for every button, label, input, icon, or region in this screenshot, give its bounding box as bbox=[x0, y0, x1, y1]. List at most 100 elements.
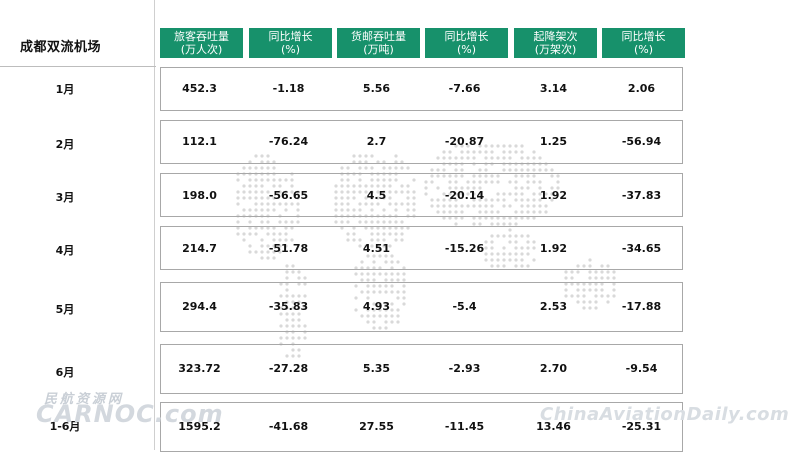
map-dot bbox=[508, 168, 512, 172]
map-dot bbox=[266, 190, 270, 194]
map-dot bbox=[358, 178, 362, 182]
map-dot bbox=[466, 180, 470, 184]
map-dot bbox=[242, 184, 246, 188]
cell-movements: 3.14 bbox=[539, 82, 568, 95]
map-dot bbox=[436, 198, 440, 202]
map-dot bbox=[376, 190, 380, 194]
map-dot bbox=[382, 244, 386, 248]
map-dot bbox=[364, 184, 368, 188]
map-dot bbox=[490, 198, 494, 202]
map-dot bbox=[346, 190, 350, 194]
carnoc-watermark-label: 民航资源网 bbox=[44, 392, 125, 407]
map-dot bbox=[358, 190, 362, 194]
header-line1: 货邮吞吐量 bbox=[351, 30, 406, 43]
map-dot bbox=[564, 276, 568, 280]
map-dot bbox=[442, 150, 446, 154]
map-dot bbox=[406, 202, 410, 206]
map-dot bbox=[454, 186, 458, 190]
map-dot bbox=[490, 252, 494, 256]
map-dot bbox=[538, 168, 542, 172]
map-dot bbox=[360, 278, 364, 282]
map-dot bbox=[346, 196, 350, 200]
map-dot bbox=[372, 284, 376, 288]
header-passenger-yoy: 同比增长 (%) bbox=[249, 28, 332, 58]
cell-cargo: 4.93 bbox=[362, 300, 391, 313]
map-dot bbox=[297, 336, 301, 340]
map-dot bbox=[378, 284, 382, 288]
map-dot bbox=[366, 296, 370, 300]
map-dot bbox=[582, 300, 586, 304]
map-dot bbox=[394, 154, 398, 158]
map-dot bbox=[484, 198, 488, 202]
map-dot bbox=[390, 308, 394, 312]
map-dot bbox=[442, 168, 446, 172]
map-dot bbox=[594, 306, 598, 310]
map-dot bbox=[279, 282, 283, 286]
map-dot bbox=[382, 166, 386, 170]
map-dot bbox=[396, 290, 400, 294]
map-dot bbox=[514, 198, 518, 202]
map-dot bbox=[384, 326, 388, 330]
table-row bbox=[160, 226, 683, 270]
map-dot bbox=[384, 308, 388, 312]
map-dot bbox=[296, 208, 300, 212]
map-dot bbox=[382, 220, 386, 224]
map-dot bbox=[382, 184, 386, 188]
map-dot bbox=[254, 226, 258, 230]
map-dot bbox=[296, 190, 300, 194]
map-dot bbox=[242, 190, 246, 194]
map-dot bbox=[278, 238, 282, 242]
map-dot bbox=[242, 208, 246, 212]
map-dot bbox=[390, 266, 394, 270]
map-dot bbox=[248, 196, 252, 200]
map-dot bbox=[278, 232, 282, 236]
map-dot bbox=[366, 302, 370, 306]
map-dot bbox=[296, 202, 300, 206]
map-dot bbox=[490, 144, 494, 148]
map-dot bbox=[364, 154, 368, 158]
cell-passengers-yoy: -51.78 bbox=[268, 242, 309, 255]
map-dot bbox=[520, 216, 524, 220]
map-dot bbox=[394, 178, 398, 182]
map-dot bbox=[260, 208, 264, 212]
map-dot bbox=[382, 190, 386, 194]
map-dot bbox=[478, 150, 482, 154]
map-dot bbox=[297, 282, 301, 286]
map-dot bbox=[291, 270, 295, 274]
map-dot bbox=[490, 156, 494, 160]
map-dot bbox=[520, 168, 524, 172]
map-dot bbox=[248, 226, 252, 230]
header-line2: (%) bbox=[280, 43, 301, 56]
map-dot bbox=[346, 166, 350, 170]
map-dot bbox=[372, 272, 376, 276]
map-dot bbox=[346, 178, 350, 182]
map-dot bbox=[448, 174, 452, 178]
map-dot bbox=[448, 180, 452, 184]
cell-cargo-yoy: -2.93 bbox=[448, 362, 481, 375]
map-dot bbox=[454, 174, 458, 178]
map-dot bbox=[600, 288, 604, 292]
map-dot bbox=[588, 306, 592, 310]
map-dot bbox=[514, 258, 518, 262]
cell-movements: 2.53 bbox=[539, 300, 568, 313]
map-dot bbox=[502, 234, 506, 238]
map-dot bbox=[260, 160, 264, 164]
map-dot bbox=[448, 198, 452, 202]
map-dot bbox=[364, 220, 368, 224]
map-dot bbox=[278, 184, 282, 188]
map-dot bbox=[502, 156, 506, 160]
map-dot bbox=[272, 196, 276, 200]
map-dot bbox=[364, 196, 368, 200]
map-dot bbox=[358, 220, 362, 224]
cell-passengers-yoy: -41.68 bbox=[268, 420, 309, 433]
map-dot bbox=[352, 196, 356, 200]
map-dot bbox=[612, 270, 616, 274]
map-dot bbox=[520, 210, 524, 214]
map-dot bbox=[372, 320, 376, 324]
map-dot bbox=[556, 174, 560, 178]
map-dot bbox=[254, 232, 258, 236]
map-dot bbox=[430, 180, 434, 184]
map-dot bbox=[532, 258, 536, 262]
map-dot bbox=[340, 208, 344, 212]
cell-movements-yoy: -56.94 bbox=[621, 135, 662, 148]
